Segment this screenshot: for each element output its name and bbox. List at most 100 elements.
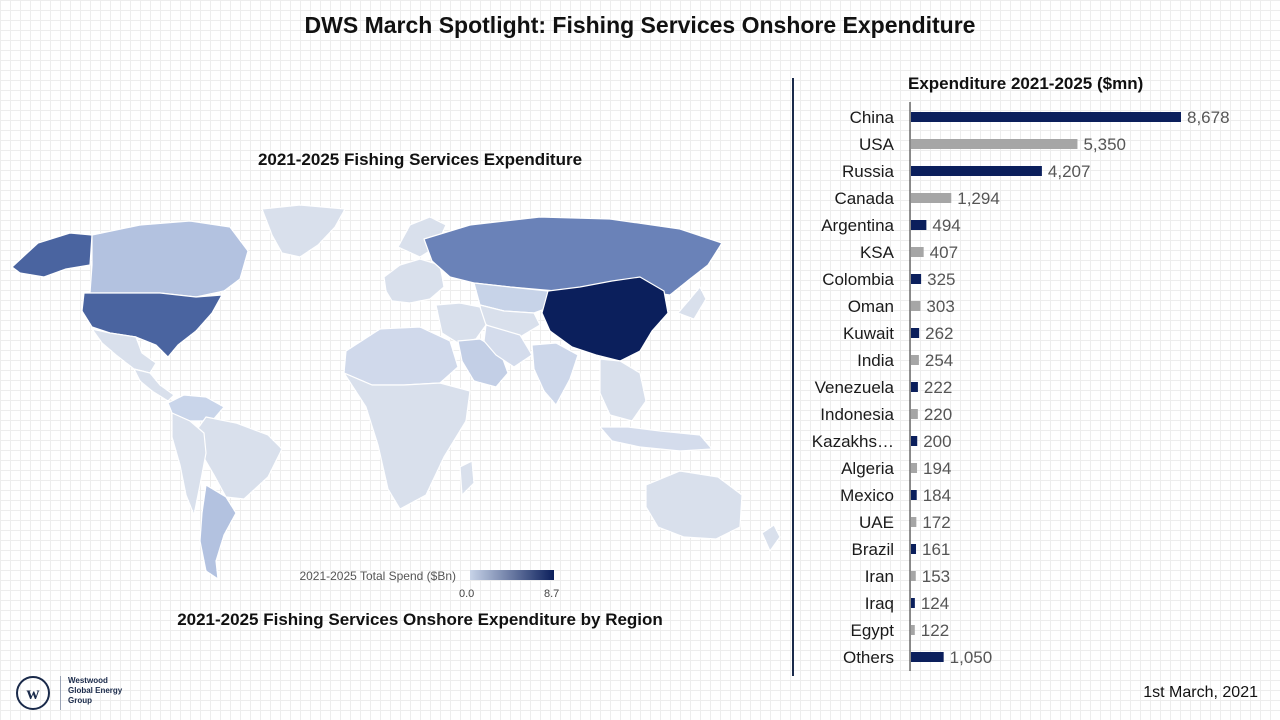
map-region-mexico (91, 328, 157, 374)
bar-value-label: 494 (932, 216, 960, 235)
footer-date: 1st March, 2021 (1143, 684, 1258, 701)
map-region-indonesia (599, 426, 713, 452)
bar-value-label: 161 (922, 540, 950, 559)
logo-text: Westwood Global Energy Group (68, 676, 148, 706)
map-legend-min: 0.0 (459, 588, 475, 600)
bar-category-label: Indonesia (820, 405, 894, 424)
bar-category-label: Colombia (822, 270, 894, 289)
map-region-japan (677, 286, 707, 320)
bar-value-label: 222 (924, 378, 952, 397)
bar-value-label: 1,294 (957, 189, 1000, 208)
bar-value-label: 8,678 (1187, 108, 1230, 127)
bar (911, 463, 918, 473)
map-region-usa (81, 292, 223, 358)
bar (911, 274, 922, 284)
logo-separator (60, 676, 61, 710)
bar-chart: China 8,678 USA 5,350 Russia 4,207 Canada 1,294… (812, 102, 1230, 671)
bar-value-label: 5,350 (1083, 135, 1126, 154)
bar-chart-title: Expenditure 2021-2025 ($mn) (908, 74, 1144, 93)
bar (911, 571, 916, 581)
bar-category-label: UAE (859, 513, 894, 532)
map-region-australia (645, 470, 743, 540)
bar (911, 598, 915, 608)
bar (911, 355, 919, 365)
bar-value-label: 325 (927, 270, 955, 289)
bar (911, 328, 920, 338)
map-region-greenland (261, 204, 346, 258)
bar (911, 193, 952, 203)
map-region-china (541, 276, 669, 362)
page-title: DWS March Spotlight: Fishing Services On… (304, 12, 976, 38)
bar (911, 382, 918, 392)
map-region-western-europe (383, 258, 445, 304)
bar (911, 490, 917, 500)
bar-value-label: 200 (923, 432, 951, 451)
bar-value-label: 124 (921, 594, 949, 613)
bar-value-label: 172 (922, 513, 950, 532)
bar (911, 139, 1078, 149)
bar-category-label: USA (859, 135, 895, 154)
bar-category-label: KSA (860, 243, 895, 262)
map-region-india (531, 342, 579, 406)
map-region-sub-saharan-africa (343, 372, 471, 510)
bar-category-label: Kazakhs… (812, 432, 894, 451)
map-region-new-zealand (761, 524, 781, 552)
map-region-madagascar (459, 460, 475, 496)
map-region-central-america (133, 368, 175, 402)
map-region-canada (89, 220, 249, 298)
map-caption: 2021-2025 Fishing Services Onshore Expen… (177, 610, 663, 629)
bar-category-label: Mexico (840, 486, 894, 505)
map-title: 2021-2025 Fishing Services Expenditure (257, 150, 583, 169)
bar-category-label: Russia (842, 162, 895, 181)
bar-category-label: Kuwait (843, 324, 894, 343)
map-region-alaska (11, 232, 93, 278)
bar-category-label: Iraq (865, 594, 894, 613)
logo-line: Group (68, 696, 92, 705)
map-legend-gradient (470, 570, 554, 580)
bar-category-label: Egypt (851, 621, 895, 640)
map-region-iran (483, 324, 533, 368)
map-region-north-africa (343, 326, 459, 386)
bar-category-label: Oman (848, 297, 894, 316)
bar (911, 220, 927, 230)
bar (911, 247, 924, 257)
bar-value-label: 153 (922, 567, 950, 586)
bar (911, 625, 915, 635)
bar (911, 166, 1042, 176)
map-region-russia (423, 216, 723, 296)
bar-value-label: 184 (923, 486, 951, 505)
map-region-southeast-asia (599, 358, 647, 422)
logo-line: Global Energy (68, 686, 123, 695)
bar-category-label: Brazil (851, 540, 894, 559)
bar-value-label: 303 (926, 297, 954, 316)
world-map (11, 204, 781, 580)
bar-value-label: 122 (921, 621, 949, 640)
bar-value-label: 4,207 (1048, 162, 1091, 181)
company-logo: w Westwood Global Energy Group (16, 674, 156, 714)
bar (911, 436, 918, 446)
bar (911, 409, 918, 419)
bar-category-label: Venezuela (815, 378, 895, 397)
bar-value-label: 407 (930, 243, 958, 262)
bar-value-label: 194 (923, 459, 951, 478)
map-region-middle-east (435, 302, 487, 344)
bar-category-label: India (857, 351, 894, 370)
bar-category-label: Algeria (841, 459, 894, 478)
map-legend-max: 8.7 (544, 588, 560, 600)
bar-value-label: 1,050 (950, 648, 993, 667)
bar (911, 112, 1181, 122)
map-region-argentina (199, 484, 237, 580)
bar-category-label: Iran (865, 567, 894, 586)
bar-value-label: 220 (924, 405, 952, 424)
bar-value-label: 254 (925, 351, 953, 370)
map-region-west-south-america (171, 412, 207, 516)
logo-mark: w (16, 676, 50, 710)
bar-category-label: Others (843, 648, 894, 667)
bar (911, 544, 917, 554)
bar-value-label: 262 (925, 324, 953, 343)
bar-category-label: Argentina (821, 216, 894, 235)
bar (911, 652, 944, 662)
bar (911, 301, 921, 311)
map-legend-label: 2021-2025 Total Spend ($Bn) (299, 569, 456, 583)
bar-category-label: China (850, 108, 895, 127)
